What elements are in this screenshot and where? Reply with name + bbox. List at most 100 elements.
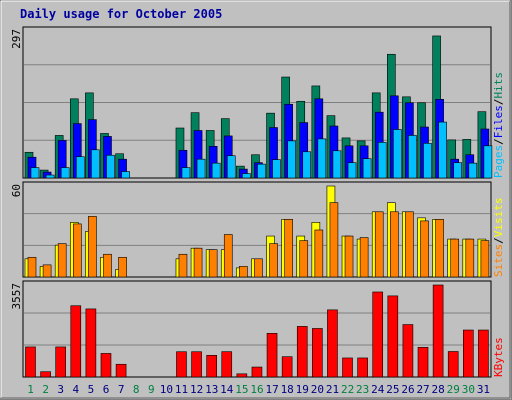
day-label: 4 xyxy=(73,383,80,396)
bar-kbytes xyxy=(191,351,202,378)
day-label: 9 xyxy=(148,383,155,396)
day-label: 3 xyxy=(57,383,64,396)
bar-pages xyxy=(453,162,463,179)
bar-kbytes xyxy=(236,373,248,378)
bar-pages xyxy=(226,155,236,179)
day-label: 7 xyxy=(118,383,125,396)
bar-sites xyxy=(208,249,218,278)
bar-pages xyxy=(438,121,447,179)
day-label: 30 xyxy=(462,383,475,396)
bar-sites xyxy=(420,220,429,278)
bar-kbytes xyxy=(100,353,112,378)
bar-sites xyxy=(118,256,127,278)
legend-entry: / xyxy=(492,237,505,244)
bar-kbytes xyxy=(296,326,308,378)
bar-sites xyxy=(344,235,354,278)
bar-pages xyxy=(196,158,206,179)
bar-pages xyxy=(272,159,281,179)
bar-sites xyxy=(390,211,399,278)
max-label-kbytes: 3557 xyxy=(10,283,23,310)
day-label: 19 xyxy=(296,383,309,396)
day-label: 2 xyxy=(42,383,49,396)
day-label: 26 xyxy=(401,383,414,396)
bar-pages xyxy=(317,138,327,179)
max-label-visits-sites: 60 xyxy=(10,184,23,197)
bar-sites xyxy=(103,253,112,278)
bar-pages xyxy=(347,162,357,179)
bar-kbytes xyxy=(251,366,263,378)
day-label: 11 xyxy=(175,383,188,396)
day-label: 23 xyxy=(356,383,369,396)
day-label: 22 xyxy=(341,383,354,396)
bar-pages xyxy=(211,162,221,179)
bar-sites xyxy=(284,219,293,278)
day-label: 29 xyxy=(447,383,460,396)
bar-pages xyxy=(60,167,70,179)
legend-entry: Pages xyxy=(492,145,505,178)
legend-entry: Files xyxy=(492,105,505,138)
bar-pages xyxy=(332,150,342,179)
bar-pages xyxy=(242,173,251,179)
bar-kbytes xyxy=(281,356,293,378)
bar-pages xyxy=(106,154,115,179)
bar-sites xyxy=(299,240,309,278)
bar-kbytes xyxy=(478,329,489,378)
bar-sites xyxy=(314,229,324,278)
bar-sites xyxy=(435,219,444,278)
day-label: 24 xyxy=(371,383,385,396)
bar-sites xyxy=(72,223,82,278)
day-label: 13 xyxy=(205,383,218,396)
day-label: 5 xyxy=(88,383,95,396)
bar-sites xyxy=(359,237,369,278)
bar-pages xyxy=(483,145,493,179)
day-label: 12 xyxy=(190,383,203,396)
day-label: 8 xyxy=(133,383,140,396)
bar-kbytes xyxy=(447,351,459,378)
bar-sites xyxy=(480,240,490,278)
bar-sites xyxy=(450,238,460,278)
chart-title: Daily usage for October 2005 xyxy=(20,7,222,21)
bar-kbytes xyxy=(402,324,414,378)
legend-entry: Sites xyxy=(492,244,505,277)
day-label: 31 xyxy=(477,383,490,396)
legend-hits-files-pages: Pages/Files/Hits xyxy=(492,72,505,178)
bar-sites xyxy=(88,216,97,278)
legend-entry: Hits xyxy=(492,72,505,99)
day-label: 6 xyxy=(103,383,110,396)
bar-kbytes xyxy=(85,308,97,378)
bar-sites xyxy=(405,211,414,278)
bar-kbytes xyxy=(357,357,368,378)
bar-kbytes xyxy=(40,371,51,378)
day-label: 20 xyxy=(311,383,324,396)
bar-sites xyxy=(239,266,248,278)
legend-visits-sites: Sites/Visits xyxy=(492,198,505,278)
bar-pages xyxy=(362,158,372,179)
bar-pages xyxy=(45,174,55,179)
bar-sites xyxy=(42,264,52,278)
bar-sites xyxy=(269,243,278,278)
bar-kbytes xyxy=(70,305,82,378)
day-label: 21 xyxy=(326,383,339,396)
bar-sites xyxy=(27,256,37,278)
bar-sites xyxy=(193,247,203,278)
bar-kbytes xyxy=(206,354,217,378)
day-label: 25 xyxy=(386,383,399,396)
bar-pages xyxy=(468,162,478,179)
bar-sites xyxy=(178,253,188,278)
day-label: 14 xyxy=(220,383,234,396)
day-label: 10 xyxy=(160,383,173,396)
bar-kbytes xyxy=(432,284,444,378)
day-label: 27 xyxy=(416,383,429,396)
bar-kbytes xyxy=(25,346,36,378)
bar-kbytes xyxy=(372,291,384,378)
day-label: 28 xyxy=(432,383,445,396)
bar-kbytes xyxy=(463,329,474,378)
bar-sites xyxy=(374,211,384,278)
bar-kbytes xyxy=(327,309,338,378)
bar-pages xyxy=(181,167,191,179)
legend-kbytes: KBytes xyxy=(492,337,505,377)
bar-kbytes xyxy=(55,346,66,378)
bar-pages xyxy=(393,129,402,179)
bar-kbytes xyxy=(342,357,353,378)
